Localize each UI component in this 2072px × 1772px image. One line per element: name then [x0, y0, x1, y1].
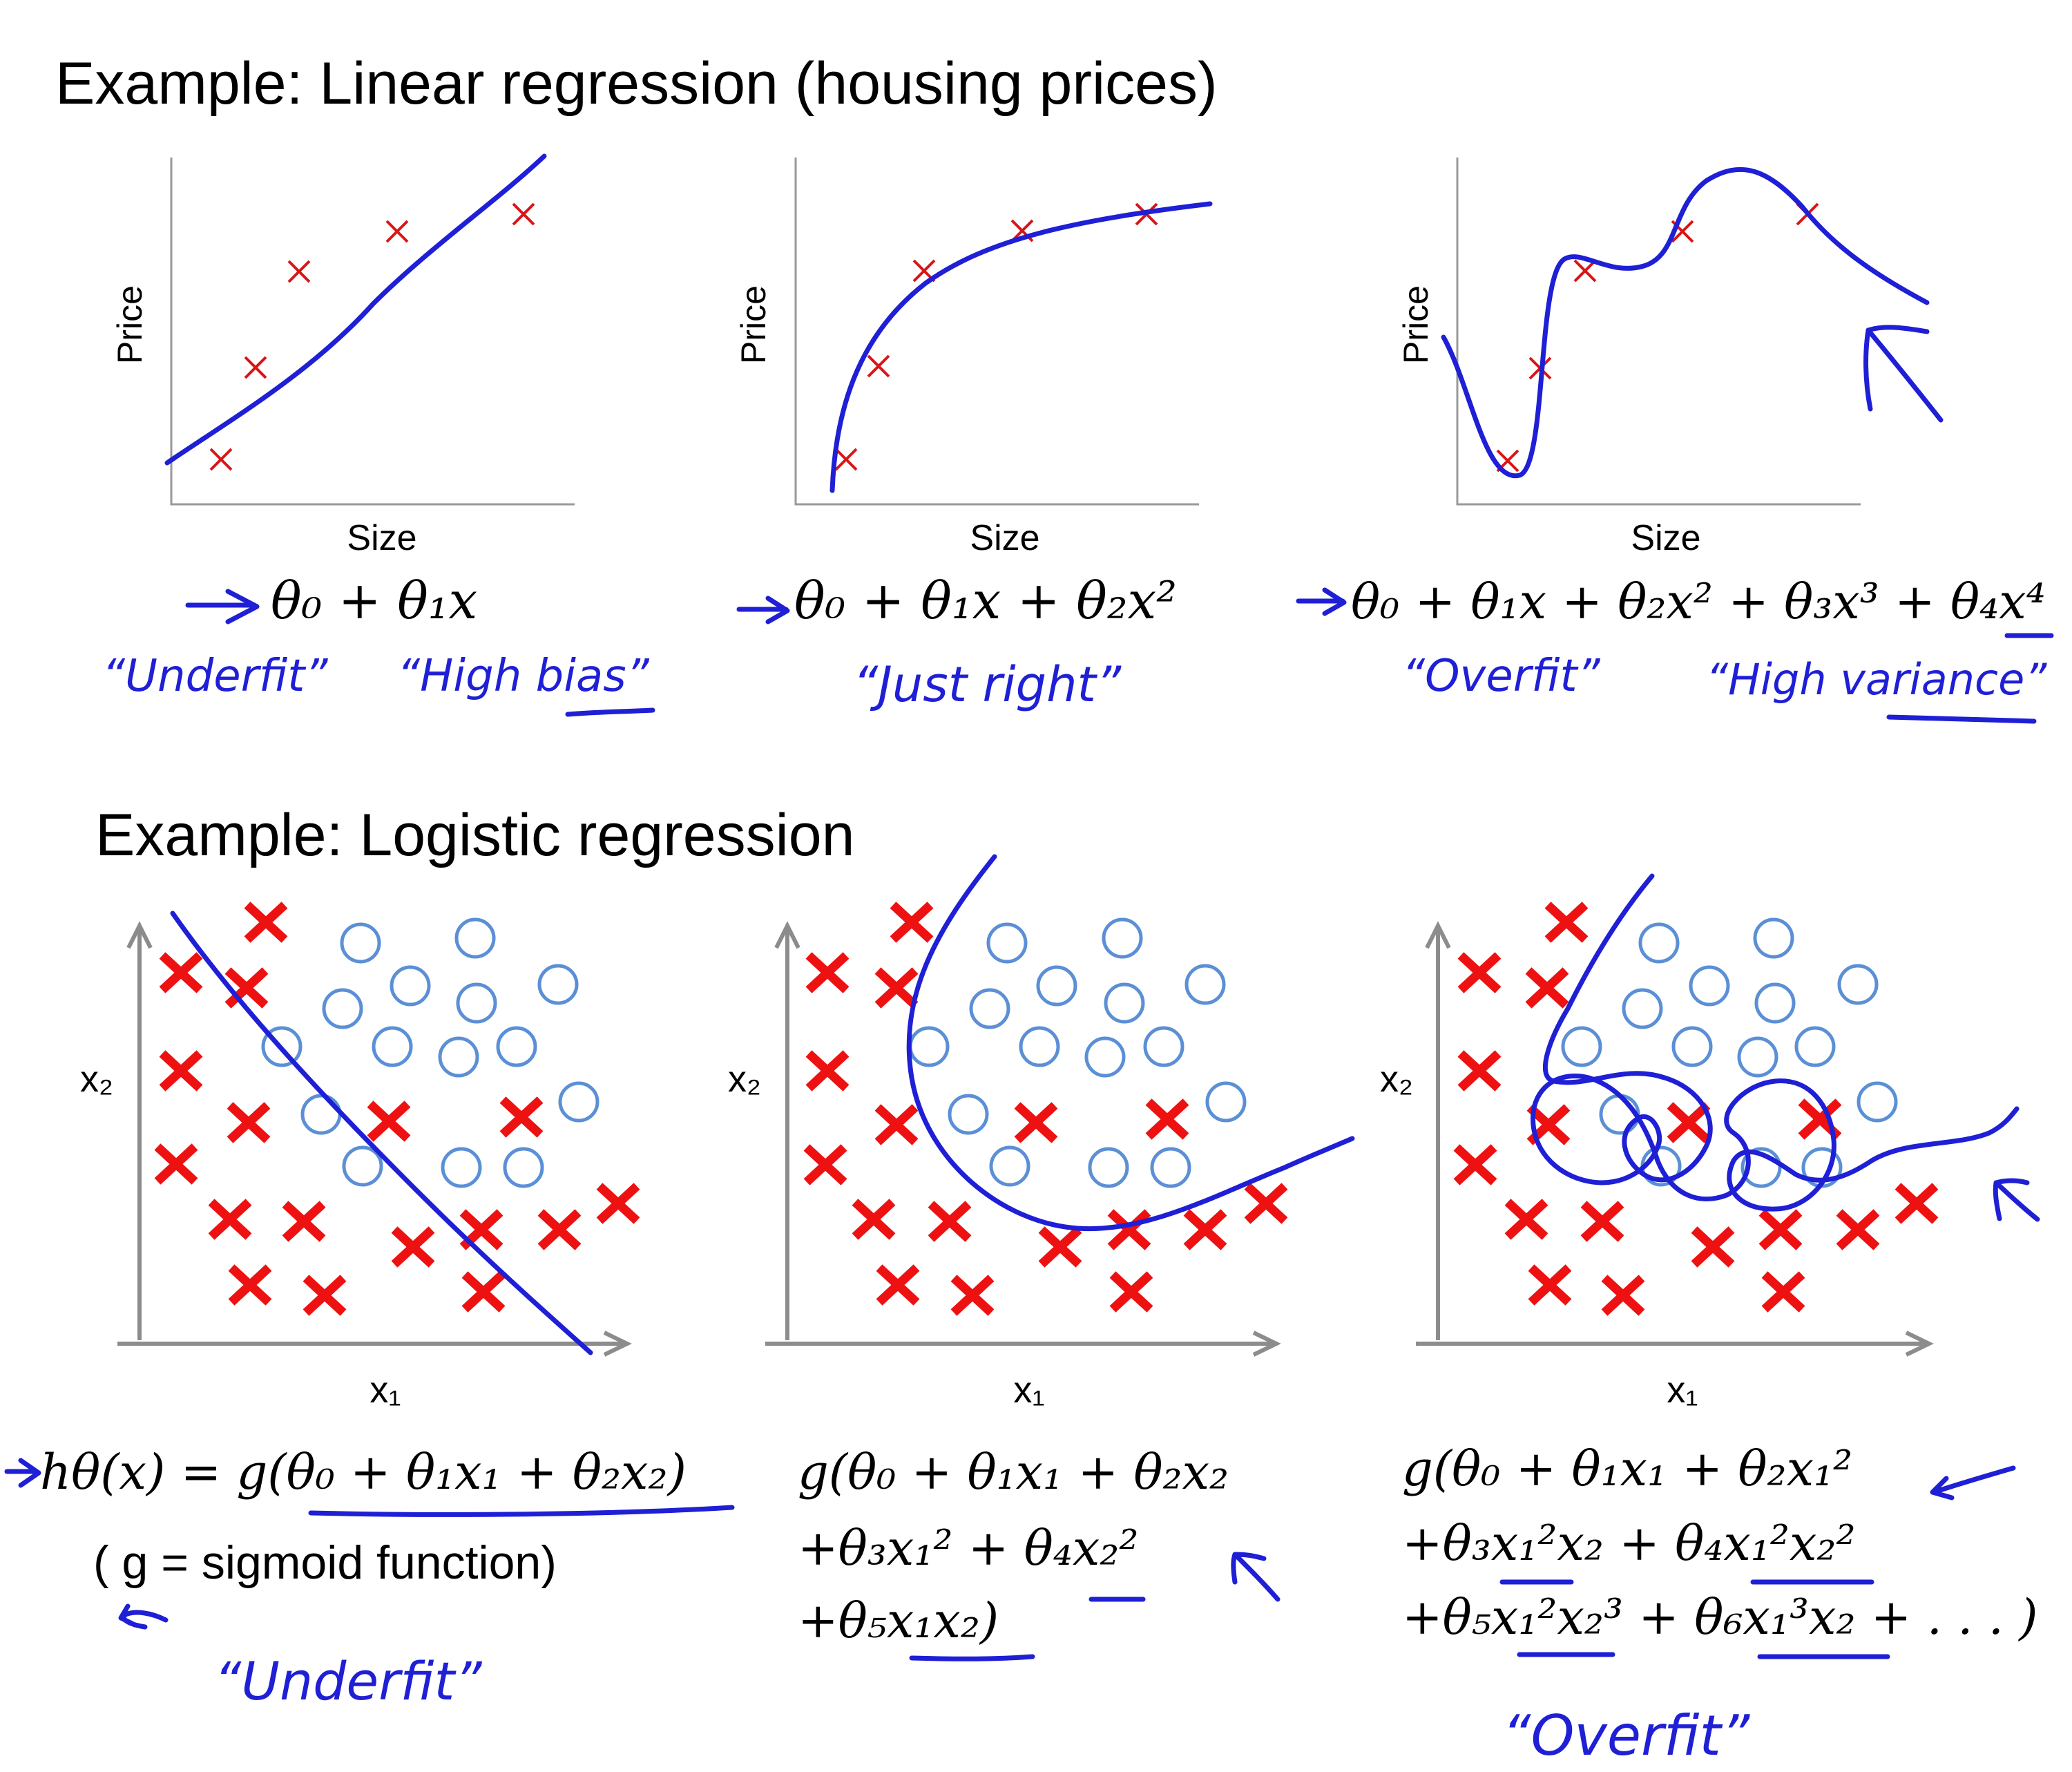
data-point — [385, 220, 409, 243]
formula-logistic-complex-line2: +θ₃x₁²x₂ + θ₄x₁²x₂² — [1402, 1515, 1856, 1572]
lp3-axes — [1416, 921, 1934, 1357]
arrow-icon — [185, 589, 260, 625]
formula-quartic: θ₀ + θ₁x + θ₂x² + θ₃x³ + θ₄x⁴ — [1351, 573, 2046, 630]
note-underfit: “Underfit” — [102, 651, 328, 702]
lp2-axes — [765, 921, 1281, 1357]
note-just-right: “Just right” — [853, 656, 1122, 713]
formula-logistic-quadratic-line2: +θ₃x₁² + θ₄x₂² — [798, 1520, 1138, 1576]
formula-logistic-quadratic-line1: g(θ₀ + θ₁x₁ + θ₂x₂ — [798, 1444, 1229, 1501]
note-logistic-overfit: “Overfit” — [1502, 1704, 1750, 1768]
quartic-plot-overfit: Price Size — [1397, 158, 1944, 558]
arrow-icon — [1993, 1178, 2040, 1222]
arrow-icon — [1930, 1465, 2016, 1501]
logistic-plot-just-right: x₂ x₁ — [728, 854, 1355, 1411]
plot2-xlabel: Size — [970, 518, 1039, 558]
lp2-xlabel: x₁ — [1013, 1369, 1044, 1411]
note-logistic-underfit: “Underfit” — [214, 1650, 482, 1712]
data-point — [834, 448, 858, 471]
plot2-axes — [794, 158, 1199, 506]
sigmoid-note: ( g = sigmoid function) — [93, 1536, 557, 1589]
formula-logistic-complex-line1: g(θ₀ + θ₁x₁ + θ₂x₁² — [1402, 1440, 1852, 1497]
quartic-fit-curve — [1441, 166, 1930, 479]
logistic-plot-overfit: x₂ x₁ — [1380, 873, 2040, 1411]
plot3-xlabel: Size — [1631, 518, 1700, 558]
formula-logistic-quadratic-line3: +θ₅x₁x₂) — [798, 1592, 999, 1649]
underline-mark — [1517, 1652, 1890, 1659]
lp1-axes — [117, 921, 632, 1357]
plot1-xlabel: Size — [347, 518, 416, 558]
plot1-axes — [170, 158, 575, 506]
lp3-ylabel: x₂ — [1380, 1058, 1413, 1100]
data-point — [287, 260, 311, 283]
formula-quadratic: θ₀ + θ₁x + θ₂x² — [794, 571, 1177, 631]
arrow-icon — [1231, 1552, 1280, 1602]
formula-logistic-complex-line3: +θ₅x₁²x₂³ + θ₆x₁³x₂ + . . . ) — [1402, 1589, 2038, 1646]
arrow-icon — [118, 1603, 169, 1630]
linear-plot-underfit: Price Size — [111, 153, 575, 558]
plot1-ylabel: Price — [111, 285, 149, 364]
underline-mark — [1886, 714, 2037, 724]
note-high-bias: “High bias” — [397, 651, 650, 702]
class-circles — [263, 920, 597, 1186]
class-circles — [910, 920, 1245, 1186]
underline-mark — [308, 1505, 735, 1517]
complex-decision-boundary — [1531, 873, 2020, 1212]
linear-decision-boundary — [170, 911, 593, 1355]
data-point — [512, 202, 535, 226]
quadratic-plot-just-right: Price Size — [734, 158, 1213, 558]
lp1-xlabel: x₁ — [370, 1369, 401, 1411]
lp1-ylabel: x₂ — [80, 1058, 113, 1100]
logistic-regression-heading: Example: Logistic regression — [95, 802, 854, 868]
linear-fit-curve — [164, 153, 547, 466]
arrow-icon — [736, 596, 790, 625]
data-point — [1573, 259, 1597, 283]
plot2-ylabel: Price — [734, 285, 773, 364]
arrow-icon — [1296, 587, 1347, 616]
formula-logistic-linear: hθ(x) = g(θ₀ + θ₁x₁ + θ₂x₂) — [40, 1444, 687, 1501]
data-point — [209, 448, 233, 471]
underline-mark — [565, 707, 655, 717]
data-point — [244, 356, 267, 379]
class-circles — [1563, 920, 1896, 1186]
data-point — [867, 354, 890, 378]
note-overfit: “Overfit” — [1402, 651, 1601, 702]
plot3-ylabel: Price — [1397, 285, 1435, 364]
arrow-icon — [4, 1458, 41, 1488]
lp2-ylabel: x₂ — [728, 1058, 761, 1100]
arrow-icon — [1863, 325, 1944, 423]
plot3-axes — [1456, 158, 1861, 506]
linear-regression-heading: Example: Linear regression (housing pric… — [55, 50, 1218, 117]
underline-mark — [909, 1654, 1035, 1661]
quadratic-decision-boundary — [906, 854, 1355, 1232]
quadratic-fit-curve — [829, 201, 1213, 493]
logistic-plot-underfit: x₂ x₁ — [80, 905, 637, 1411]
formula-linear: θ₀ + θ₁x — [271, 571, 477, 631]
lp3-xlabel: x₁ — [1667, 1369, 1698, 1411]
note-high-variance: “High variance” — [1706, 654, 2047, 705]
